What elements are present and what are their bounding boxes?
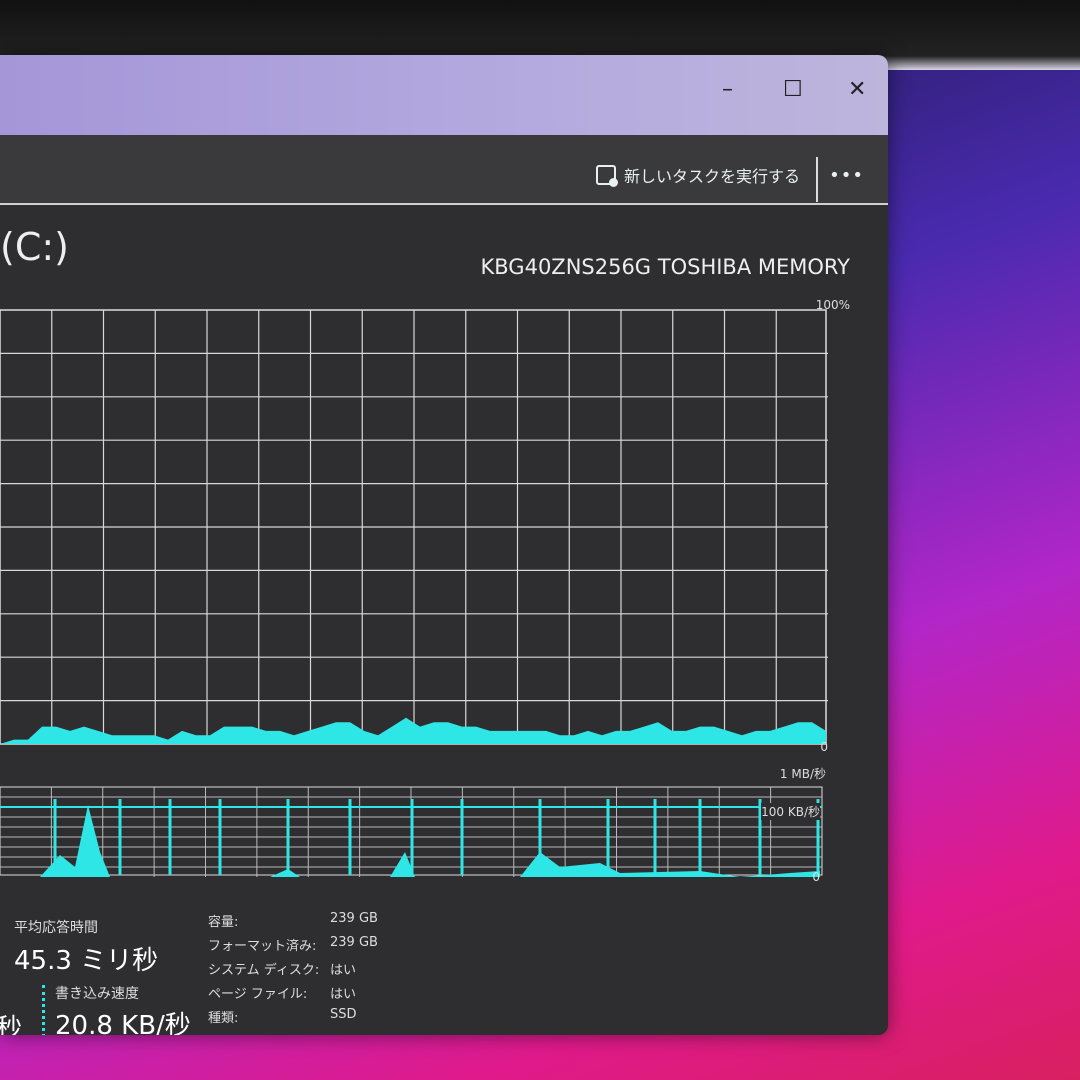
property-value: はい (330, 963, 357, 978)
active-min-label: 0 (820, 740, 828, 754)
maximize-button[interactable]: ☐ (783, 77, 803, 102)
transfer-min-label: 0 (812, 870, 820, 884)
read-speed-area (40, 805, 820, 877)
disk-title: (C:) (0, 225, 69, 269)
property-label: 種類: (208, 1011, 239, 1026)
property-label: ページ ファイル: (208, 987, 308, 1002)
active-time-chart (0, 309, 828, 745)
read-speed-value: 秒 (0, 1014, 23, 1035)
toolbar: 新しいタスクを実行する ••• (0, 135, 888, 205)
run-task-icon (595, 165, 618, 187)
toolbar-divider (816, 157, 818, 202)
active-time-area (0, 717, 826, 744)
property-value: はい (330, 987, 357, 1002)
task-manager-window: – ☐ ✕ 新しいタスクを実行する ••• (C:) KBG40ZNS256G … (0, 55, 888, 1035)
property-value: 239 GB (330, 911, 378, 926)
transfer-max-label: 1 MB/秒 (779, 767, 826, 781)
active-max-label: 100% (815, 298, 850, 312)
new-task-button[interactable]: 新しいタスクを実行する (595, 163, 800, 187)
disk-performance-panel: (C:) KBG40ZNS256G TOSHIBA MEMORY 100% 0 … (0, 205, 888, 1035)
write-speed-indicator (42, 985, 45, 1035)
more-options-button[interactable]: ••• (829, 165, 864, 186)
close-button[interactable]: ✕ (848, 77, 867, 102)
title-bar: – ☐ ✕ (0, 55, 888, 135)
property-value: SSD (330, 1007, 357, 1022)
avg-response-value: 45.3 ミリ秒 (14, 946, 159, 976)
minimize-button[interactable]: – (722, 77, 733, 102)
transfer-mid-label: 100 KB/秒 (761, 803, 820, 820)
write-speed-value: 20.8 KB/秒 (55, 1011, 191, 1035)
property-label: 容量: (208, 915, 239, 930)
write-speed-label: 書き込み速度 (55, 986, 139, 1002)
property-label: システム ディスク: (208, 963, 320, 978)
property-value: 239 GB (330, 935, 378, 950)
property-label: フォーマット済み: (208, 939, 317, 954)
new-task-label: 新しいタスクを実行する (623, 167, 800, 186)
avg-response-label: 平均応答時間 (14, 920, 98, 936)
disk-model: KBG40ZNS256G TOSHIBA MEMORY (480, 255, 851, 279)
transfer-rate-chart (0, 786, 823, 877)
